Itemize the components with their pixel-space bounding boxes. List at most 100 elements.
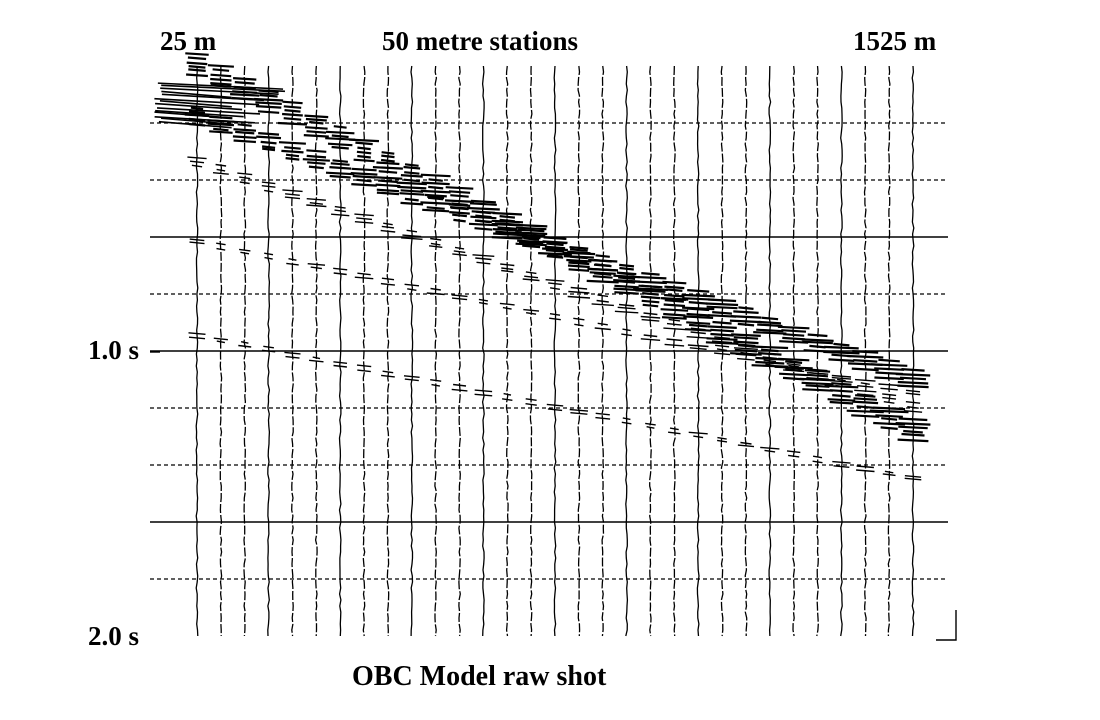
event-wavelet-stroke xyxy=(706,337,738,341)
event-wavelet-stroke xyxy=(833,342,850,347)
event-wavelet-stroke xyxy=(354,221,374,224)
event-wavelet-stroke xyxy=(807,333,828,338)
event-wavelet-stroke xyxy=(851,414,880,418)
trace xyxy=(839,65,843,637)
event-wavelet-stroke xyxy=(712,311,732,315)
event-wavelet-stroke xyxy=(331,213,350,217)
event-wavelet-stroke xyxy=(812,455,823,459)
event-wavelet-stroke xyxy=(263,345,274,349)
event-wavelet-stroke xyxy=(381,277,395,281)
event-wavelet-stroke xyxy=(621,421,632,425)
event-wavelet-stroke xyxy=(185,52,209,56)
event-wavelet-stroke xyxy=(870,363,908,367)
event-wavelet-stroke xyxy=(330,162,350,166)
event-wavelet-stroke xyxy=(645,422,656,426)
event-wavelet-stroke xyxy=(216,340,226,344)
event-wavelet-stroke xyxy=(763,359,777,363)
event-wavelet-stroke xyxy=(569,408,589,412)
event-wavelet-stroke xyxy=(154,115,256,124)
event-wavelet-stroke xyxy=(357,146,371,151)
event-wavelet-stroke xyxy=(783,333,805,337)
event-wavelet-stroke xyxy=(382,370,394,374)
event-wavelet-stroke xyxy=(684,328,712,332)
event-wavelet-stroke xyxy=(306,204,327,208)
trace xyxy=(911,65,915,637)
event-wavelet-stroke xyxy=(547,254,563,258)
event-wavelet-stroke xyxy=(428,178,443,182)
event-wavelet-stroke xyxy=(538,252,572,256)
event-wavelet-stroke xyxy=(833,465,850,468)
trace xyxy=(195,65,199,637)
event-wavelet-stroke xyxy=(186,61,208,66)
event-wavelet-stroke xyxy=(212,68,230,72)
event-wavelet-stroke xyxy=(733,310,759,314)
event-wavelet-stroke xyxy=(155,102,243,111)
event-wavelet-stroke xyxy=(857,385,874,388)
event-wavelet-stroke xyxy=(332,159,349,163)
trace xyxy=(529,65,533,637)
event-wavelet-stroke xyxy=(690,331,706,335)
event-wavelet-stroke xyxy=(383,222,393,226)
event-wavelet-stroke xyxy=(643,312,658,316)
event-wavelet-stroke xyxy=(309,120,324,125)
event-wavelet-stroke xyxy=(476,261,491,265)
event-wavelet-stroke xyxy=(161,84,286,93)
event-wavelet-stroke xyxy=(619,263,635,268)
event-wavelet-stroke xyxy=(686,336,710,339)
event-wavelet-stroke xyxy=(597,294,609,298)
event-wavelet-stroke xyxy=(829,400,854,405)
event-wavelet-stroke xyxy=(305,126,328,130)
event-wavelet-stroke xyxy=(874,367,905,371)
event-wavelet-stroke xyxy=(518,240,544,245)
event-wavelet-stroke xyxy=(570,286,588,290)
event-wavelet-stroke xyxy=(404,197,419,202)
event-wavelet-stroke xyxy=(705,341,739,345)
event-wavelet-stroke xyxy=(372,166,403,170)
event-wavelet-stroke xyxy=(857,393,874,397)
event-wavelet-stroke xyxy=(878,383,900,387)
event-wavelet-stroke xyxy=(618,303,635,307)
event-wavelet-stroke xyxy=(429,245,443,248)
event-wavelet-stroke xyxy=(710,332,734,337)
event-wavelet-stroke xyxy=(853,397,878,401)
event-wavelet-stroke xyxy=(714,352,731,356)
event-wavelet-stroke xyxy=(829,389,853,393)
event-wavelet-stroke xyxy=(378,170,398,174)
event-wavelet-stroke xyxy=(333,361,348,364)
event-wavelet-stroke xyxy=(400,201,424,206)
event-wavelet-stroke xyxy=(851,367,879,372)
event-wavelet-stroke xyxy=(802,340,833,345)
event-wavelet-stroke xyxy=(898,417,928,422)
event-wavelet-stroke xyxy=(737,322,755,327)
event-wavelet-stroke xyxy=(664,299,684,303)
event-wavelet-stroke xyxy=(309,359,324,363)
event-wavelet-stroke xyxy=(212,172,229,175)
event-wavelet-stroke xyxy=(597,322,608,326)
event-wavelet-stroke xyxy=(306,149,327,153)
event-wavelet-stroke xyxy=(453,218,466,223)
trace xyxy=(434,65,438,637)
event-wavelet-stroke xyxy=(860,382,870,385)
event-wavelet-stroke xyxy=(188,110,206,114)
event-wavelet-stroke xyxy=(614,310,639,314)
event-wavelet-stroke xyxy=(733,336,759,340)
event-wavelet-stroke xyxy=(216,247,226,251)
trace xyxy=(291,65,294,637)
event-wavelet-stroke xyxy=(596,299,609,303)
event-wavelet-stroke xyxy=(233,128,257,132)
event-wavelet-stroke xyxy=(188,332,206,335)
event-wavelet-stroke xyxy=(355,141,373,146)
trace xyxy=(505,65,509,637)
event-wavelet-stroke xyxy=(155,109,244,118)
event-wavelet-stroke xyxy=(786,363,801,366)
event-wavelet-stroke xyxy=(451,294,468,298)
trace xyxy=(625,65,629,637)
event-wavelet-stroke xyxy=(663,312,686,317)
event-wavelet-stroke xyxy=(277,121,308,126)
event-wavelet-stroke xyxy=(907,406,919,409)
event-wavelet-stroke xyxy=(592,275,613,279)
event-wavelet-stroke xyxy=(262,147,276,152)
event-wavelet-stroke xyxy=(501,269,514,273)
event-wavelet-stroke xyxy=(157,82,284,90)
event-wavelet-stroke xyxy=(730,352,762,356)
